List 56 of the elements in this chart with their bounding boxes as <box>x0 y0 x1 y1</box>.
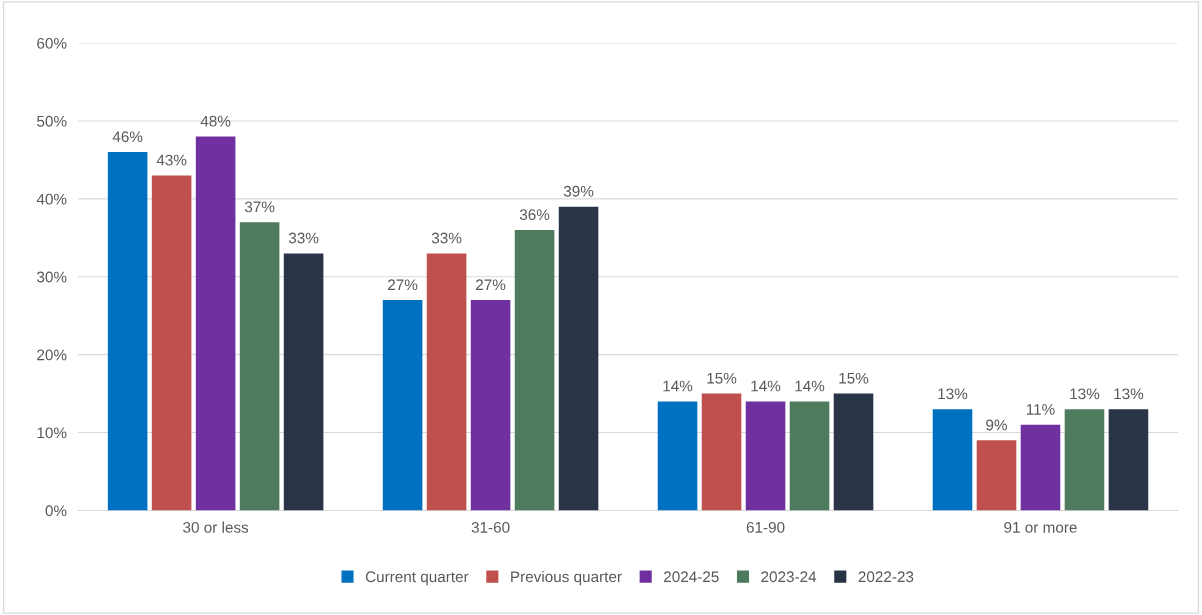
y-tick-label: 40% <box>36 193 67 205</box>
bar <box>1064 409 1105 511</box>
data-label: 14% <box>751 380 781 392</box>
data-label: 43% <box>156 154 187 166</box>
y-tick-label: 60% <box>37 37 67 49</box>
data-label: 15% <box>839 372 869 384</box>
data-label: 46% <box>112 131 143 143</box>
bar <box>932 409 973 511</box>
data-label: 36% <box>519 209 550 221</box>
bar <box>382 300 423 511</box>
data-label: 11% <box>1026 404 1055 415</box>
y-tick-label: 30% <box>37 271 67 283</box>
bar <box>283 253 324 511</box>
bar <box>151 175 192 511</box>
bar <box>558 206 599 511</box>
data-label: 33% <box>431 232 462 244</box>
data-label: 33% <box>288 232 319 244</box>
data-label: 27% <box>388 279 418 291</box>
bar <box>833 393 874 511</box>
data-label: 48% <box>200 115 231 127</box>
bar <box>107 152 148 511</box>
x-tick-label: 30 or less <box>183 521 249 533</box>
data-label: 9% <box>986 419 1007 431</box>
bar <box>1108 409 1149 511</box>
bar <box>514 230 555 511</box>
data-label: 13% <box>1114 388 1144 400</box>
y-tick-label: 0% <box>45 505 67 517</box>
data-label: 14% <box>663 380 693 392</box>
legend-label: Previous quarter <box>511 570 622 586</box>
data-label: 15% <box>707 372 737 384</box>
bar <box>789 401 830 511</box>
bar <box>701 393 742 511</box>
x-tick-label: 31-60 <box>471 521 510 533</box>
data-label: 37% <box>244 201 275 213</box>
bar <box>239 222 280 511</box>
bar <box>195 136 236 511</box>
x-tick-label: 61-90 <box>746 521 785 533</box>
y-tick-label: 10% <box>37 427 67 439</box>
x-tick-label: 91 or more <box>1004 521 1077 533</box>
data-label: 13% <box>938 388 968 400</box>
data-label: 39% <box>563 185 594 197</box>
data-label: 14% <box>795 380 825 392</box>
bar <box>976 440 1017 511</box>
legend-label: 2023-24 <box>761 571 817 583</box>
legend-label: 2024-25 <box>664 571 719 583</box>
legend-label: 2022-23 <box>858 571 914 583</box>
bar <box>745 401 786 511</box>
y-tick-label: 20% <box>37 349 67 361</box>
bar <box>426 253 467 511</box>
data-label: 27% <box>476 279 506 291</box>
legend-label: Current quarter <box>365 571 469 586</box>
bar <box>470 300 511 511</box>
bar <box>657 401 698 511</box>
bar <box>1020 424 1061 511</box>
data-label: 13% <box>1070 388 1100 400</box>
y-tick-label: 50% <box>37 115 67 127</box>
